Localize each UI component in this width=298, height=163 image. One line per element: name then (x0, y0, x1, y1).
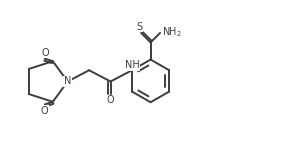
Text: NH$_2$: NH$_2$ (162, 25, 182, 39)
Text: O: O (42, 48, 49, 58)
Text: S: S (136, 22, 142, 32)
Text: N: N (64, 76, 71, 87)
Text: O: O (41, 106, 48, 116)
Text: NH: NH (125, 60, 139, 70)
Text: O: O (107, 95, 114, 105)
